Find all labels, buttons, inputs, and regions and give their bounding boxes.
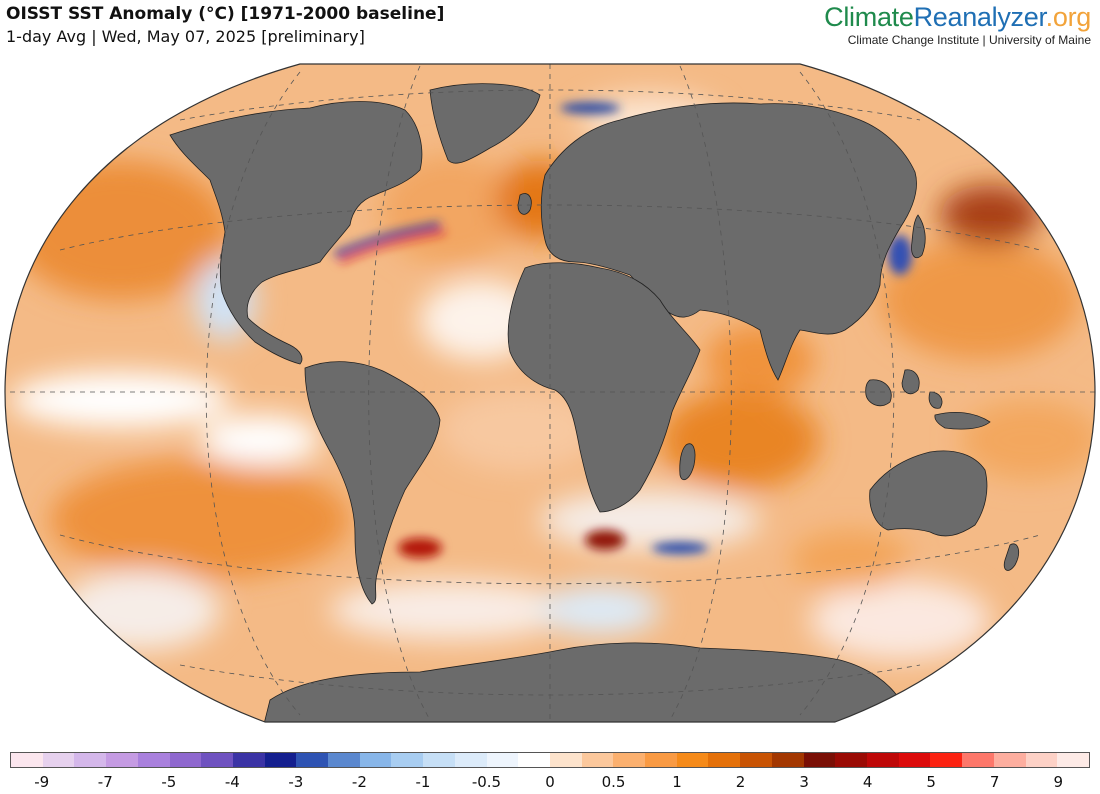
legend-swatch [930, 753, 963, 767]
color-legend-ticks: -9 -7 -5 -4 -3 -2 -1 -0.5 0 0.5 1 2 3 4 5 7 9 [10, 773, 1090, 793]
legend-swatch [454, 753, 487, 767]
legend-swatch [581, 753, 614, 767]
legend-tick-label: 4 [862, 773, 873, 791]
institution-text: Climate Change Institute | University of… [847, 33, 1091, 47]
legend-swatch [962, 753, 994, 767]
legend-swatch [1025, 753, 1058, 767]
ocean-layer [5, 64, 1095, 722]
legend-tick-label: 3 [799, 773, 809, 791]
legend-tick-label: 9 [1053, 773, 1064, 791]
logo-text-climate: Climate [824, 2, 914, 32]
legend-tick-label: -7 [97, 773, 113, 791]
land-new-zealand [1003, 543, 1020, 571]
legend-swatch [835, 753, 867, 767]
legend-swatch [423, 753, 455, 767]
logo-text-reanalyzer: Reanalyzer [913, 2, 1046, 32]
legend-tick-label: 2 [735, 773, 746, 791]
strong-anomaly-spots [333, 102, 912, 558]
color-legend-bar [10, 752, 1090, 768]
legend-swatch [613, 753, 646, 767]
brand-block: ClimateReanalyzer.org Climate Change Ins… [824, 2, 1091, 47]
graticule [5, 64, 1095, 722]
legend-swatch [169, 753, 202, 767]
legend-swatch [232, 753, 265, 767]
legend-tick-label: -1 [415, 773, 431, 791]
legend-swatch [201, 753, 233, 767]
legend-swatch [866, 753, 899, 767]
land-north-america [169, 101, 423, 365]
map-subtitle: 1-day Avg | Wed, May 07, 2025 [prelimina… [6, 27, 365, 46]
legend-swatch [898, 753, 931, 767]
legend-swatch [328, 753, 360, 767]
climate-reanalyzer-logo[interactable]: ClimateReanalyzer.org [824, 2, 1091, 32]
legend-tick-label: -9 [34, 773, 50, 791]
landmasses [169, 83, 1020, 722]
legend-swatch [11, 753, 43, 767]
legend-swatch [137, 753, 170, 767]
legend-swatch [296, 753, 329, 767]
land-africa [507, 262, 701, 513]
land-japan [911, 214, 926, 259]
land-new-guinea [934, 411, 991, 430]
legend-swatch [264, 753, 297, 767]
legend-swatch [359, 753, 392, 767]
legend-tick-label: -5 [161, 773, 177, 791]
globe-outline [4, 63, 1096, 723]
legend-swatch [708, 753, 741, 767]
land-south-america [304, 361, 441, 605]
legend-swatch [771, 753, 804, 767]
legend-swatch [391, 753, 424, 767]
land-eurasia [540, 102, 917, 381]
legend-swatch [645, 753, 677, 767]
legend-swatch [993, 753, 1026, 767]
legend-swatch [518, 753, 550, 767]
legend-swatch [74, 753, 107, 767]
legend-tick-label: -3 [288, 773, 304, 791]
legend-tick-label: -2 [351, 773, 367, 791]
legend-tick-label: 1 [672, 773, 682, 791]
legend-swatch [106, 753, 138, 767]
legend-swatch [549, 753, 582, 767]
legend-tick-label: 0.5 [601, 773, 626, 791]
legend-swatch [676, 753, 709, 767]
legend-tick-label: 0 [545, 773, 555, 791]
legend-swatch [740, 753, 772, 767]
sst-anomaly-map [4, 63, 1096, 723]
land-southeast-asia-islands [865, 369, 943, 409]
land-greenland [429, 83, 541, 164]
legend-tick-label: -0.5 [471, 773, 502, 791]
logo-text-org: .org [1045, 2, 1092, 32]
land-antarctica [259, 642, 901, 722]
legend-swatch [803, 753, 836, 767]
land-uk [517, 193, 532, 215]
legend-swatch [486, 753, 519, 767]
legend-tick-label: 5 [926, 773, 936, 791]
land-madagascar [679, 443, 696, 481]
legend-tick-label: 7 [989, 773, 1000, 791]
legend-swatch [1057, 753, 1089, 767]
map-title: OISST SST Anomaly (°C) [1971-2000 baseli… [6, 4, 445, 24]
legend-swatch [42, 753, 75, 767]
legend-tick-label: -4 [224, 773, 240, 791]
land-australia [869, 450, 988, 537]
